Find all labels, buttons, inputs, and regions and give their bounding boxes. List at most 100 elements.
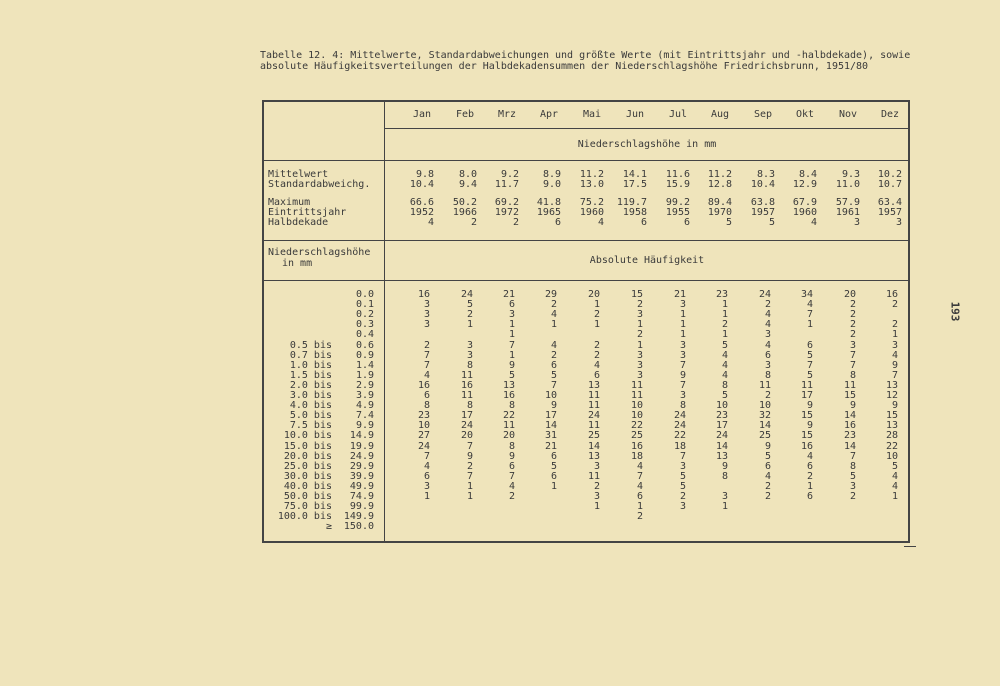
frequency-cell: 7 xyxy=(508,339,515,351)
frequency-cell: 11 xyxy=(630,390,643,401)
frequency-cell: 20 xyxy=(460,430,473,442)
stat-value: 11.2 xyxy=(707,169,732,180)
frequency-cell: 1 xyxy=(593,299,600,311)
class-to: 39.9 xyxy=(349,470,374,482)
frequency-cell: 5 xyxy=(806,369,813,381)
frequency-cell: 14 xyxy=(843,410,856,422)
frequency-cell: 5 xyxy=(508,369,515,381)
stat-value: 69.2 xyxy=(494,197,519,208)
frequency-cell: 2 xyxy=(636,299,643,311)
stat-value: 10.4 xyxy=(750,179,775,190)
frequency-cell: 6 xyxy=(508,460,515,472)
frequency-cell: 24 xyxy=(673,410,686,422)
divider xyxy=(262,240,910,241)
frequency-cell: 3 xyxy=(679,501,686,513)
frequency-cell: 24 xyxy=(417,440,430,452)
frequency-cell: 9 xyxy=(891,400,898,412)
frequency-cell: 16 xyxy=(417,379,430,391)
class-to: 4.9 xyxy=(355,400,374,412)
frequency-cell: 8 xyxy=(721,379,728,391)
frequency-cell: 1 xyxy=(679,329,686,341)
class-from: 75.0 bis xyxy=(283,501,332,513)
stat-value: 66.6 xyxy=(409,197,434,208)
stat-value: 8.4 xyxy=(798,169,817,180)
frequency-cell: 2 xyxy=(891,319,898,331)
class-from: 4.0 bis xyxy=(289,400,332,412)
frequency-cell: 9 xyxy=(508,359,515,371)
class-to: 0.0 xyxy=(355,289,374,300)
frequency-cell: 14 xyxy=(544,420,557,432)
frequency-cell: 5 xyxy=(764,450,771,462)
frequency-cell: 13 xyxy=(885,379,898,391)
frequency-cell: 7 xyxy=(508,470,515,482)
frequency-cell: 18 xyxy=(630,450,643,462)
frequency-cell: 23 xyxy=(417,410,430,422)
frequency-cell: 1 xyxy=(721,309,728,321)
frequency-cell: 22 xyxy=(502,410,515,422)
frequency-cell: 4 xyxy=(764,470,771,482)
stat-value: 1955 xyxy=(665,207,690,218)
frequency-cell: 4 xyxy=(721,369,728,381)
month-header: Mrz xyxy=(497,109,517,120)
frequency-cell: 6 xyxy=(806,460,813,472)
frequency-cell: 8 xyxy=(721,470,728,482)
stat-value: 10.7 xyxy=(877,179,902,190)
divider xyxy=(262,160,910,161)
frequency-cell: 3 xyxy=(764,329,771,341)
frequency-cell: 7 xyxy=(636,470,643,482)
class-to: 7.4 xyxy=(355,410,374,422)
class-to: 9.9 xyxy=(355,420,374,432)
frequency-cell: 1 xyxy=(721,501,728,513)
frequency-cell: 25 xyxy=(587,430,600,442)
frequency-cell: 24 xyxy=(715,430,728,442)
divider xyxy=(262,280,910,281)
frequency-cell: 23 xyxy=(715,289,728,300)
frequency-cell: 1 xyxy=(550,319,557,331)
class-to: 29.9 xyxy=(349,460,374,472)
frequency-cell: 7 xyxy=(423,359,430,371)
stat-value: 15.9 xyxy=(665,179,690,190)
frequency-cell: 7 xyxy=(891,369,898,381)
frequency-cell: 4 xyxy=(593,359,600,371)
frequency-cell: 1 xyxy=(593,319,600,331)
frequency-cell: 2 xyxy=(593,309,600,321)
stat-label: Eintrittsjahr xyxy=(268,207,347,218)
stat-value: 5 xyxy=(725,217,732,228)
frequency-cell: 1 xyxy=(508,319,515,331)
class-from: 0.5 bis xyxy=(289,339,332,351)
frequency-cell: 27 xyxy=(417,430,430,442)
divider xyxy=(385,128,910,129)
frequency-cell: 17 xyxy=(800,390,813,401)
stat-value: 3 xyxy=(895,217,902,228)
stat-value: 50.2 xyxy=(452,197,477,208)
frequency-cell: 15 xyxy=(800,410,813,422)
frequency-cell: 11 xyxy=(460,369,473,381)
frequency-cell: 4 xyxy=(550,309,557,321)
class-to: 0.4 xyxy=(355,329,374,341)
frequency-cell: 16 xyxy=(630,440,643,452)
frequency-cell: 15 xyxy=(843,390,856,401)
class-from: 100.0 bis xyxy=(277,511,332,523)
stat-label: Standardabweichg. xyxy=(268,179,371,190)
class-from: 15.0 bis xyxy=(283,440,332,452)
frequency-cell: 3 xyxy=(721,491,728,502)
stat-value: 1966 xyxy=(452,207,477,218)
frequency-cell: 4 xyxy=(764,319,771,331)
frequency-cell: 8 xyxy=(679,400,686,412)
frequency-cell: 7 xyxy=(806,359,813,371)
frequency-cell: 9 xyxy=(806,420,813,432)
frequency-cell: 5 xyxy=(891,460,898,472)
frequency-cell: 1 xyxy=(806,480,813,492)
frequency-cell: 32 xyxy=(758,410,771,422)
table-caption: Tabelle 12. 4: Mittelwerte, Standardabwe… xyxy=(260,50,917,72)
frequency-cell: 3 xyxy=(636,369,643,381)
frequency-cell: 16 xyxy=(417,289,430,300)
stat-value: 10.4 xyxy=(409,179,434,190)
frequency-cell: 21 xyxy=(673,289,686,300)
frequency-cell: 24 xyxy=(673,420,686,432)
frequency-cell: 2 xyxy=(423,339,430,351)
stat-value: 75.2 xyxy=(579,197,604,208)
frequency-cell: 15 xyxy=(885,410,898,422)
frequency-cell: 9 xyxy=(466,450,473,462)
frequency-cell: 5 xyxy=(806,349,813,361)
